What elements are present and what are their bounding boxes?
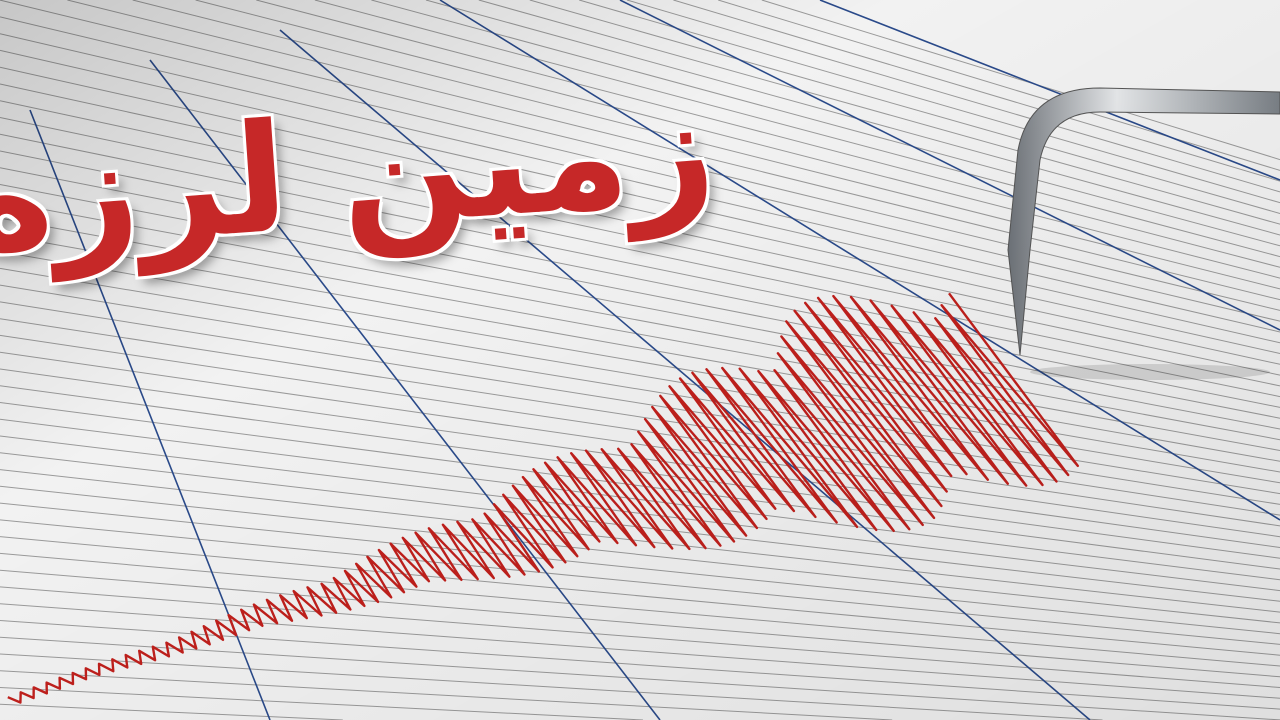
headline: زمین لرزه — [0, 61, 721, 288]
